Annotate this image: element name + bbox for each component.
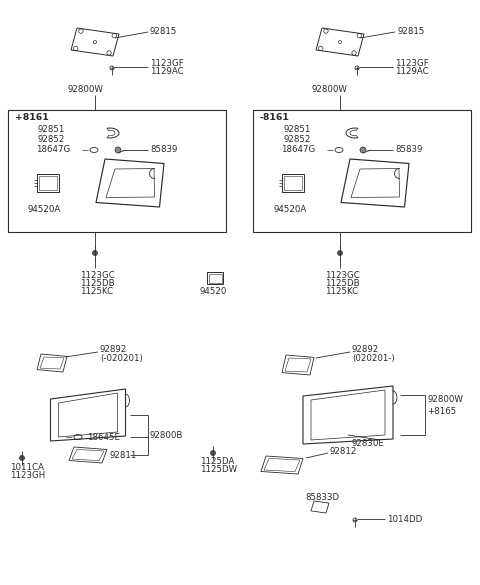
Circle shape <box>93 250 97 256</box>
Text: 92852: 92852 <box>283 135 311 143</box>
Circle shape <box>337 250 343 256</box>
Circle shape <box>360 147 366 153</box>
Bar <box>282 174 304 192</box>
Text: 92811: 92811 <box>109 450 136 459</box>
Text: 92892: 92892 <box>100 345 127 353</box>
Text: +8161: +8161 <box>15 113 49 122</box>
Text: 1129AC: 1129AC <box>395 67 429 77</box>
Text: 92852: 92852 <box>38 135 65 143</box>
Bar <box>37 174 59 192</box>
Circle shape <box>211 450 216 456</box>
Bar <box>39 176 57 190</box>
Circle shape <box>20 456 24 460</box>
Text: 18647G: 18647G <box>36 146 70 154</box>
Text: 92851: 92851 <box>38 126 65 135</box>
Text: 92815: 92815 <box>150 27 178 36</box>
Text: 85839: 85839 <box>150 146 178 154</box>
Text: (020201-): (020201-) <box>352 353 395 363</box>
Text: +8165: +8165 <box>427 408 456 417</box>
Text: 94520A: 94520A <box>28 205 61 215</box>
Bar <box>207 272 223 284</box>
Text: 1125KC: 1125KC <box>80 287 113 297</box>
Text: 92800W: 92800W <box>312 85 348 95</box>
Text: 1125DB: 1125DB <box>80 280 115 288</box>
Text: 1125DW: 1125DW <box>200 466 237 474</box>
Text: 1123GC: 1123GC <box>325 271 360 280</box>
Text: 94520A: 94520A <box>273 205 306 215</box>
Text: 1014DD: 1014DD <box>387 514 422 524</box>
Text: 1123GF: 1123GF <box>150 60 184 68</box>
Text: 92815: 92815 <box>397 27 424 36</box>
Text: 1129AC: 1129AC <box>150 67 184 77</box>
Text: 1125DA: 1125DA <box>200 457 234 466</box>
Text: 94520: 94520 <box>200 287 228 297</box>
Text: 1125KC: 1125KC <box>325 287 358 297</box>
Bar <box>8 110 226 232</box>
Text: 92800W: 92800W <box>427 395 463 404</box>
Text: -8161: -8161 <box>260 113 290 122</box>
Text: 1123GC: 1123GC <box>80 271 115 280</box>
Text: 1125DB: 1125DB <box>325 280 360 288</box>
Text: 92892: 92892 <box>352 345 379 353</box>
Bar <box>284 176 302 190</box>
Text: 18647G: 18647G <box>281 146 315 154</box>
Bar <box>253 110 471 232</box>
Text: 1123GH: 1123GH <box>10 470 45 480</box>
Text: 85839: 85839 <box>395 146 422 154</box>
Text: 18645E: 18645E <box>87 432 120 442</box>
Text: 92800B: 92800B <box>150 431 183 439</box>
Text: (-020201): (-020201) <box>100 353 143 363</box>
Text: 1123GF: 1123GF <box>395 60 429 68</box>
Bar <box>208 274 221 283</box>
Text: 92830E: 92830E <box>352 439 385 449</box>
Circle shape <box>115 147 121 153</box>
Text: 1011CA: 1011CA <box>10 463 44 472</box>
Text: 85833D: 85833D <box>305 493 339 501</box>
Text: 92851: 92851 <box>283 126 311 135</box>
Text: 92812: 92812 <box>330 446 358 456</box>
Text: 92800W: 92800W <box>67 85 103 95</box>
